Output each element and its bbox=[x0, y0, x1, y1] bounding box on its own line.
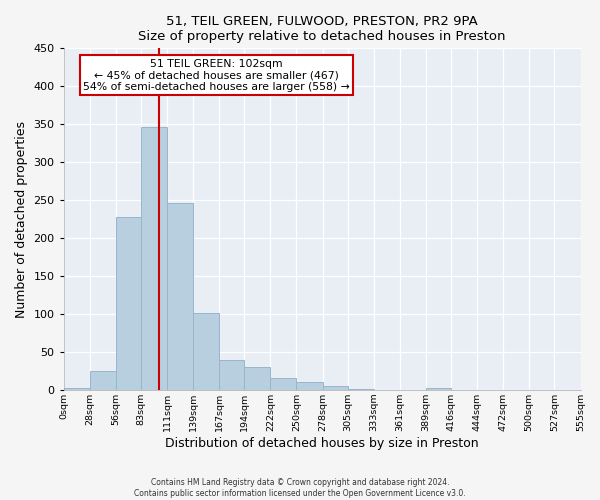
Bar bbox=[323, 386, 348, 390]
Bar bbox=[296, 382, 323, 390]
Bar bbox=[90, 371, 116, 390]
Text: Contains HM Land Registry data © Crown copyright and database right 2024.
Contai: Contains HM Land Registry data © Crown c… bbox=[134, 478, 466, 498]
Bar bbox=[116, 217, 141, 390]
Bar bbox=[64, 388, 90, 390]
Bar bbox=[271, 378, 296, 390]
Bar bbox=[426, 388, 451, 390]
Bar bbox=[141, 126, 167, 390]
Y-axis label: Number of detached properties: Number of detached properties bbox=[15, 120, 28, 318]
Bar bbox=[193, 314, 219, 390]
Title: 51, TEIL GREEN, FULWOOD, PRESTON, PR2 9PA
Size of property relative to detached : 51, TEIL GREEN, FULWOOD, PRESTON, PR2 9P… bbox=[139, 15, 506, 43]
Bar bbox=[244, 368, 271, 390]
Text: 51 TEIL GREEN: 102sqm
← 45% of detached houses are smaller (467)
54% of semi-det: 51 TEIL GREEN: 102sqm ← 45% of detached … bbox=[83, 58, 350, 92]
X-axis label: Distribution of detached houses by size in Preston: Distribution of detached houses by size … bbox=[165, 437, 479, 450]
Bar bbox=[167, 203, 193, 390]
Bar bbox=[219, 360, 244, 390]
